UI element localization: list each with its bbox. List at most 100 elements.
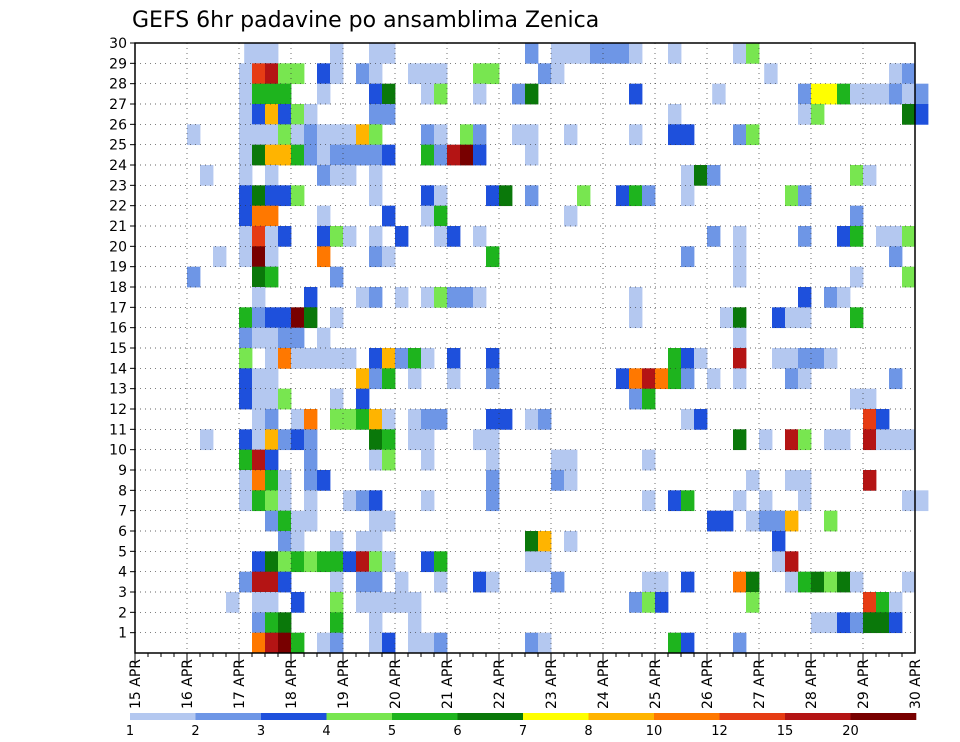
heatmap-cell xyxy=(824,571,838,593)
heatmap-cell xyxy=(434,409,448,430)
heatmap-cell xyxy=(265,246,279,268)
heatmap-cell xyxy=(343,124,357,146)
heatmap-cell xyxy=(252,124,266,146)
heatmap-cell xyxy=(265,43,279,64)
heatmap-cell xyxy=(746,43,760,64)
heatmap-cell xyxy=(629,185,643,207)
heatmap-cell xyxy=(382,510,396,532)
colorbar-label: 7 xyxy=(519,724,527,739)
colorbar-label: 2 xyxy=(191,724,199,739)
heatmap-cell xyxy=(473,144,487,166)
heatmap-cell xyxy=(291,409,305,430)
heatmap-cell xyxy=(369,63,383,85)
heatmap-cell xyxy=(291,551,305,573)
heatmap-cell xyxy=(291,307,305,329)
heatmap-cell xyxy=(824,510,838,532)
heatmap-cell xyxy=(252,144,266,166)
heatmap-cell xyxy=(785,368,799,390)
heatmap-cell xyxy=(330,592,344,613)
heatmap-cell xyxy=(616,368,630,390)
heatmap-cell xyxy=(876,429,890,451)
heatmap-cell xyxy=(746,470,760,491)
colorbar-swatch xyxy=(523,713,589,720)
heatmap-cell xyxy=(239,246,253,268)
heatmap-cell xyxy=(798,429,812,451)
y-tick-label: 14 xyxy=(109,361,127,377)
heatmap-cell xyxy=(473,226,487,247)
y-tick-label: 16 xyxy=(109,321,127,337)
heatmap-cell xyxy=(616,185,630,207)
heatmap-cell xyxy=(551,571,565,593)
heatmap-cell xyxy=(902,104,916,125)
heatmap-cell xyxy=(252,490,266,512)
heatmap-cell xyxy=(694,165,708,186)
heatmap-cell xyxy=(668,104,682,125)
heatmap-cell xyxy=(330,165,344,186)
heatmap-cell xyxy=(473,571,487,593)
heatmap-cell xyxy=(863,470,877,491)
heatmap-cell xyxy=(408,592,422,613)
colorbar-legend: 1 2 3 4 5 6 7 8 10 12 15 20 xyxy=(126,713,917,739)
heatmap-cell xyxy=(642,449,656,471)
heatmap-cell xyxy=(356,124,370,146)
heatmap-cell xyxy=(733,348,747,369)
heatmap-cell xyxy=(460,287,474,308)
heatmap-cell xyxy=(265,327,279,349)
heatmap-cell xyxy=(850,165,864,186)
heatmap-cell xyxy=(317,124,331,146)
heatmap-cell xyxy=(369,246,383,268)
heatmap-cell xyxy=(447,368,461,390)
heatmap-cell xyxy=(226,592,240,613)
heatmap-cell xyxy=(785,348,799,369)
heatmap-cell xyxy=(421,490,435,512)
heatmap-cell xyxy=(512,83,526,105)
heatmap-cell xyxy=(265,388,279,410)
heatmap-cell xyxy=(421,429,435,451)
heatmap-cell xyxy=(772,510,786,532)
heatmap-cell xyxy=(317,348,331,369)
heatmap-cell xyxy=(252,612,266,634)
heatmap-cell xyxy=(434,551,448,573)
heatmap-cell xyxy=(395,348,409,369)
heatmap-cell xyxy=(408,409,422,430)
heatmap-cell xyxy=(473,287,487,308)
heatmap-cell xyxy=(850,83,864,105)
heatmap-cell xyxy=(876,592,890,613)
heatmap-cell xyxy=(187,266,201,288)
heatmap-cell xyxy=(252,571,266,593)
heatmap-cell xyxy=(265,205,279,227)
heatmap-cell xyxy=(798,104,812,125)
heatmap-cell xyxy=(356,592,370,613)
heatmap-cell xyxy=(850,571,864,593)
heatmap-cell xyxy=(473,63,487,85)
heatmap-cell xyxy=(265,226,279,247)
heatmap-cell xyxy=(304,144,318,166)
heatmap-cell xyxy=(902,226,916,247)
heatmap-cell xyxy=(798,490,812,512)
heatmap-cell xyxy=(304,510,318,532)
heatmap-cell xyxy=(304,124,318,146)
heatmap-cell xyxy=(239,165,253,186)
heatmap-cell xyxy=(421,348,435,369)
heatmap-cell xyxy=(265,592,279,613)
heatmap-cell xyxy=(798,307,812,329)
colorbar-swatch xyxy=(850,713,917,720)
heatmap-cell xyxy=(239,368,253,390)
heatmap-cell xyxy=(811,348,825,369)
heatmap-cell xyxy=(759,510,773,532)
heatmap-cell xyxy=(473,429,487,451)
heatmap-cell xyxy=(291,592,305,613)
heatmap-cell xyxy=(252,307,266,329)
heatmap-cell xyxy=(473,124,487,146)
heatmap-cell xyxy=(486,368,500,390)
y-tick-label: 6 xyxy=(118,524,127,540)
heatmap-cell xyxy=(317,63,331,85)
heatmap-cell xyxy=(434,226,448,247)
heatmap-cell xyxy=(746,571,760,593)
y-tick-label: 27 xyxy=(109,97,127,113)
heatmap-cell xyxy=(746,124,760,146)
heatmap-cell xyxy=(239,307,253,329)
heatmap-cell xyxy=(863,165,877,186)
heatmap-cell xyxy=(733,327,747,349)
heatmap-cell xyxy=(434,571,448,593)
